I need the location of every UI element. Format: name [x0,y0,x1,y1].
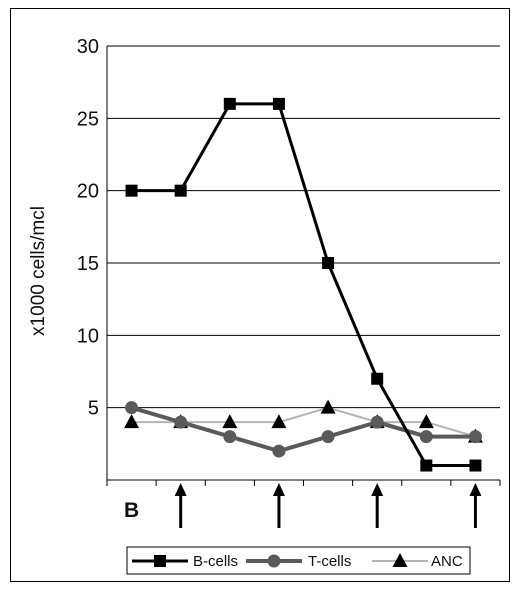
series-line [131,102,476,468]
annotations: B [124,483,482,528]
legend-swatch-marker [267,554,281,568]
arrow-head [272,483,285,496]
legend: B-cells T-cells ANC [126,546,471,575]
data-point [125,401,139,415]
data-point [320,399,336,414]
y-tick-label: 20 [77,181,99,203]
data-point [321,430,335,444]
data-point [272,444,286,458]
up-arrow [469,483,482,528]
series-line [131,406,476,438]
up-arrow [272,483,285,528]
data-point [272,97,285,110]
data-point [124,414,140,429]
y-tick-label: 5 [88,398,99,420]
arrow-head [469,483,482,496]
legend-label: T-cells [308,553,351,570]
legend-label: ANC [431,553,463,570]
data-point [271,414,287,429]
y-tick-label: 25 [77,108,99,130]
baseline-label: B [124,499,139,522]
y-tick-label: 15 [77,253,99,275]
y-axis-title: x1000 cells/mcl [28,206,49,336]
data-point [370,415,384,429]
data-point [174,415,188,429]
y-tick-labels: 5 10 15 20 25 30 [77,36,99,420]
data-point [371,372,384,385]
data-point [223,430,237,444]
series-line [130,405,476,454]
gridlines [107,45,500,409]
data-point [469,459,482,472]
axes [106,46,501,486]
legend-swatch-marker [154,555,166,567]
legend-label: B-cells [193,553,238,570]
data-point [322,257,335,269]
data-point [468,430,482,444]
series-layer [124,97,483,472]
data-point [125,184,138,197]
y-tick-label: 30 [77,36,99,58]
series-t-cells [125,401,482,458]
up-arrow [174,483,187,528]
arrow-head [174,483,187,496]
legend-item-b-cells: B-cells [132,553,238,570]
data-point [223,97,236,110]
y-tick-label: 10 [77,325,99,347]
data-point [420,459,433,472]
series-b-cells [125,97,482,472]
data-point [222,414,238,429]
legend-item-t-cells: T-cells [246,553,351,570]
data-point [174,184,187,197]
data-point [418,414,434,429]
data-point [419,430,433,444]
legend-swatch-marker [392,553,408,567]
up-arrow [371,483,384,528]
legend-item-anc: ANC [372,553,463,570]
arrow-head [371,483,384,496]
